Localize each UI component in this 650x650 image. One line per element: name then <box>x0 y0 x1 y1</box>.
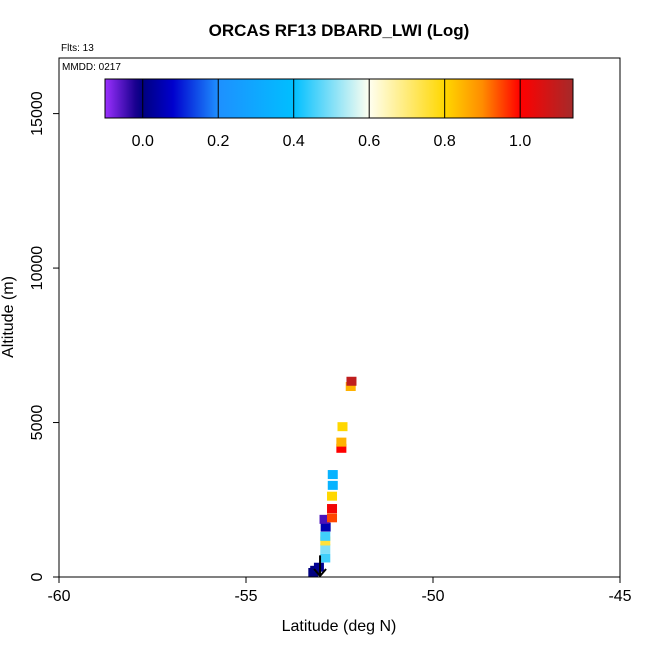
colorbar-tick-label: 0.4 <box>283 133 305 150</box>
x-tick-label: -60 <box>47 588 70 605</box>
y-axis: 0 5000 10000 15000 <box>29 91 59 581</box>
y-tick-label: 0 <box>29 572 46 581</box>
y-tick-label: 15000 <box>29 91 46 136</box>
data-point <box>320 544 331 554</box>
plot-area <box>308 376 357 578</box>
data-point <box>327 513 338 523</box>
data-point <box>327 480 338 490</box>
data-point <box>327 470 338 480</box>
data-point <box>319 514 330 524</box>
y-tick-label: 10000 <box>29 246 46 291</box>
plot-frame <box>58 57 621 578</box>
aircraft-marker-arrowhead <box>313 568 327 578</box>
data-point <box>320 536 331 546</box>
data-point <box>327 504 338 514</box>
data-point <box>320 522 331 532</box>
data-point <box>337 422 348 432</box>
colorbar-tick-label: 0.0 <box>132 133 154 150</box>
colorbar: 0.0 0.2 0.4 0.6 0.8 1.0 <box>104 78 574 150</box>
data-point <box>313 562 324 572</box>
x-axis: -60 -55 -50 -45 <box>47 577 632 605</box>
colorbar-tick-label: 0.6 <box>358 133 380 150</box>
x-tick-label: -50 <box>421 588 444 605</box>
data-point <box>320 553 331 563</box>
colorbar-bar <box>104 78 574 119</box>
data-point <box>320 531 331 541</box>
colorbar-tick-label: 1.0 <box>509 133 531 150</box>
flights-label: Flts: 13 <box>61 43 94 54</box>
colorbar-tick-label: 0.2 <box>207 133 229 150</box>
data-point <box>345 382 356 392</box>
data-point <box>336 443 347 453</box>
data-point <box>336 437 347 447</box>
y-tick-label: 5000 <box>29 405 46 441</box>
chart-title: ORCAS RF13 DBARD_LWI (Log) <box>209 21 470 40</box>
x-tick-label: -55 <box>234 588 257 605</box>
x-axis-label: Latitude (deg N) <box>282 618 397 635</box>
mmdd-label: MMDD: 0217 <box>62 62 121 73</box>
y-axis-label: Altitude (m) <box>0 276 17 358</box>
data-point <box>346 376 357 386</box>
colorbar-tick-label: 0.8 <box>434 133 456 150</box>
data-point <box>327 491 338 501</box>
x-tick-label: -45 <box>608 588 631 605</box>
